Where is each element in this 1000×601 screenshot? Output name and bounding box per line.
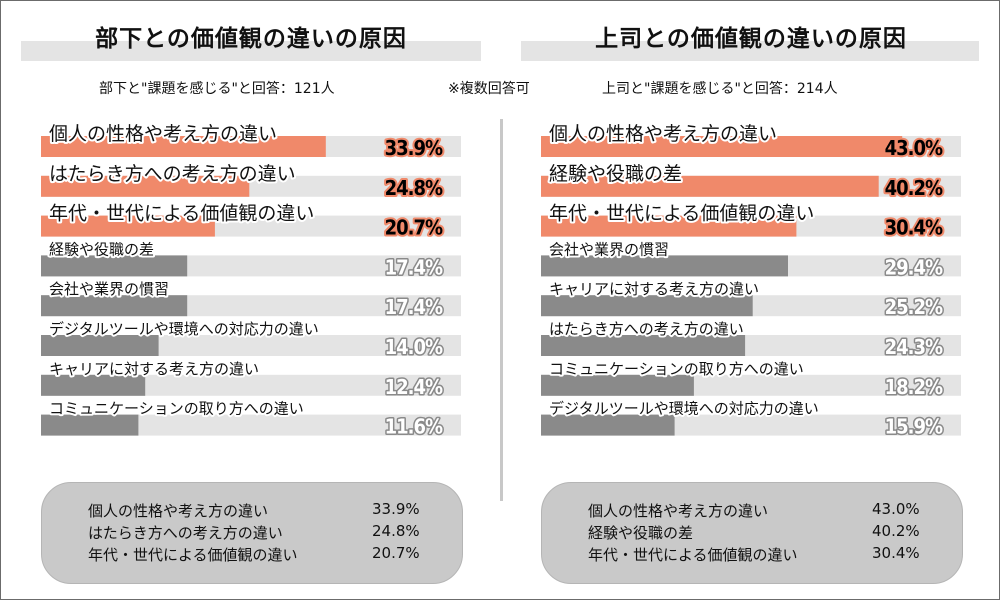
bar-category-label: 経験や役職の差 [549,163,682,185]
summary-label: 個人の性格や考え方の違い [588,502,769,520]
bar-value-label: 17.4% [385,255,443,279]
chart-title: 部下との価値観の違いの原因 [95,26,407,52]
bar-category-label: 会社や業界の慣習 [49,280,169,298]
summary-value: 30.4% [872,544,920,562]
bar-category-label: コミュニケーションの取り方への違い [49,400,304,418]
bar-value-label: 14.0% [385,335,443,359]
summary-value: 33.9% [372,500,420,518]
bar [41,215,215,237]
summary-value: 20.7% [372,544,420,562]
panel-divider [500,119,503,501]
title-band [521,41,979,61]
bar-chart-supervisors: 個人の性格や考え方の違い 43.0% 経験や役職の差 40.2% 年代・世代による価値観… [541,121,961,440]
bar [541,136,903,157]
bar-track [41,374,461,396]
bar-category-label: コミュニケーションの取り方への違い [549,360,804,378]
right-panel: 上司との価値観の違いの原因 上司と"課題を感じる"と回答：214人 個人の性格や… [501,1,1000,601]
bar-chart-subordinates: 個人の性格や考え方の違い 33.9% はたらき方への考え方の違い 24.8% 年代・世代… [41,121,461,440]
bar-value-label: 33.9% [385,136,443,160]
bar-value-label: 20.7% [385,216,443,240]
bar [541,215,797,237]
bar [541,255,788,277]
bar-value-label: 12.4% [385,375,443,399]
respondent-count: 部下と"課題を感じる"と回答：121人 [99,81,335,97]
summary-label: 個人の性格や考え方の違い [88,502,269,520]
bar-category-label: 年代・世代による価値観の違い [49,203,314,225]
bar-category-label: 経験や役職の差 [49,240,154,258]
summary-label: 年代・世代による価値観の違い [588,546,798,564]
summary-box: 個人の性格や考え方の違い 33.9% はたらき方への考え方の違い 24.8% 年… [41,482,463,584]
bar-category-label: デジタルツールや環境への対応力の違い [549,400,819,418]
summary-label: 年代・世代による価値観の違い [88,546,298,564]
bar-category-label: 個人の性格や考え方の違い [549,123,777,145]
bar-track [41,414,461,436]
bar [41,136,326,157]
chart-title: 上司との価値観の違いの原因 [595,26,907,52]
summary-value: 24.8% [372,522,420,540]
bar-value-label: 18.2% [885,375,943,399]
bar-value-label: 11.6% [385,415,443,439]
bar [41,175,250,197]
bar [41,414,139,436]
bar-category-label: 個人の性格や考え方の違い [49,123,277,145]
bar [41,335,159,356]
summary-value: 43.0% [872,500,920,518]
summary-label: はたらき方への考え方の違い [88,524,283,542]
bar-value-label: 43.0% [885,136,943,160]
bar-value-label: 15.9% [885,415,943,439]
bar-value-label: 29.4% [885,255,943,279]
bar-category-label: 会社や業界の慣習 [549,240,669,258]
bar-category-label: はたらき方への考え方の違い [49,163,296,185]
bar-value-label: 40.2% [885,176,943,200]
bar [541,414,675,436]
bar-category-label: 年代・世代による価値観の違い [549,203,814,225]
bar-value-label: 30.4% [885,216,943,240]
summary-label: 経験や役職の差 [588,524,694,542]
bar-value-label: 25.2% [885,295,943,319]
bar-category-label: デジタルツールや環境への対応力の違い [49,320,319,338]
bar [41,255,188,277]
bar [541,374,694,396]
bar [41,374,146,396]
multiple-answer-note: ※複数回答可 [448,81,530,97]
title-band [21,41,481,61]
bar-category-label: はたらき方への考え方の違い [549,320,744,338]
bar-category-label: キャリアに対する考え方の違い [49,360,259,378]
left-panel: 部下との価値観の違いの原因 部下と"課題を感じる"と回答：121人 ※複数回答可… [1,1,530,601]
summary-value: 40.2% [872,522,920,540]
bar [41,295,188,317]
bar [541,295,753,317]
bar-value-label: 24.3% [885,335,943,359]
bar-category-label: キャリアに対する考え方の違い [549,280,759,298]
summary-box: 個人の性格や考え方の違い 43.0% 経験や役職の差 40.2% 年代・世代によ… [541,482,963,584]
bar [541,175,879,197]
bar [541,335,746,356]
bar-value-label: 24.8% [385,176,443,200]
respondent-count: 上司と"課題を感じる"と回答：214人 [602,81,838,97]
bar-value-label: 17.4% [385,295,443,319]
